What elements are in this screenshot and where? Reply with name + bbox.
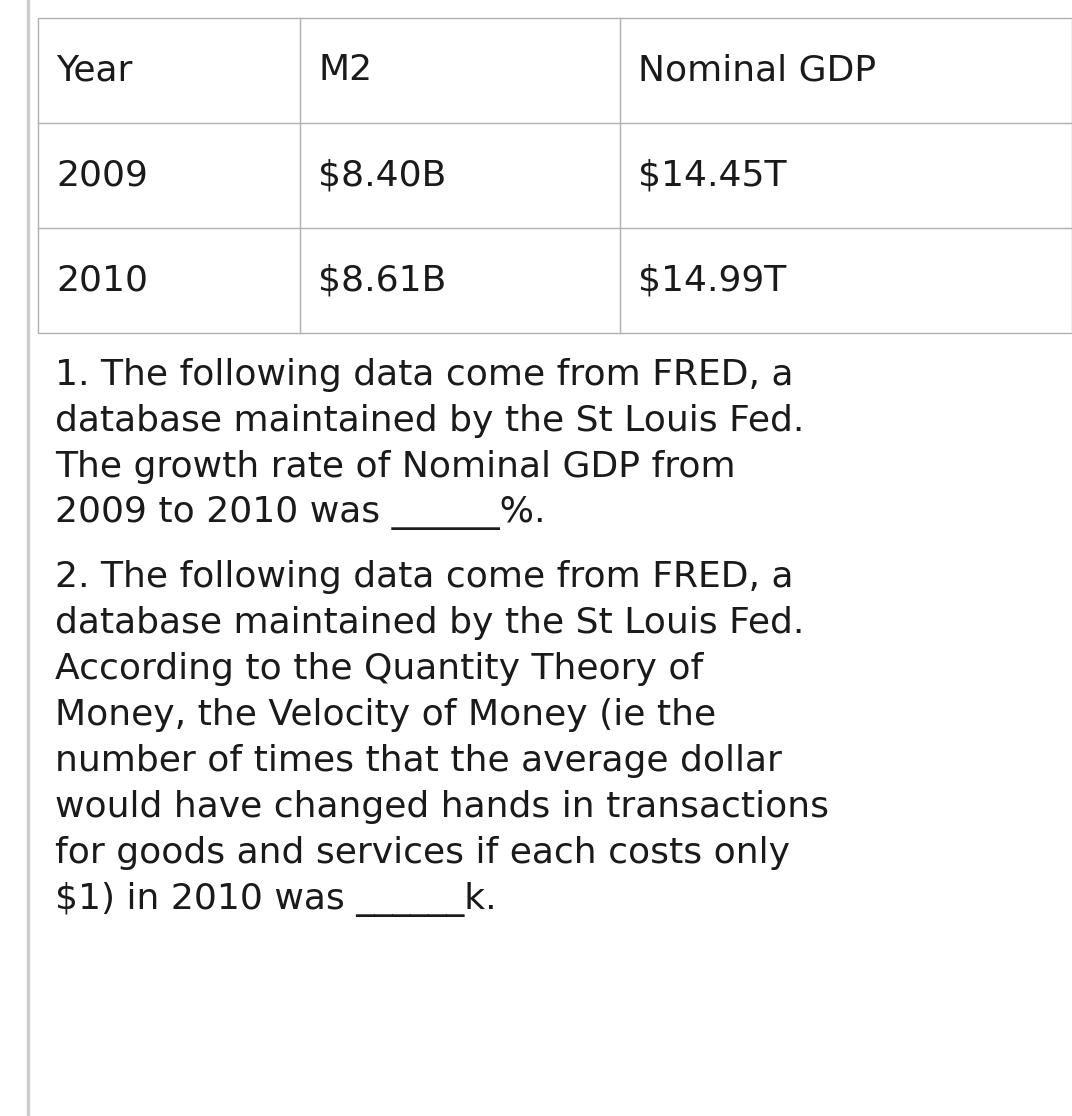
Text: $1) in 2010 was ______k.: $1) in 2010 was ______k. [55, 882, 496, 917]
Text: database maintained by the St Louis Fed.: database maintained by the St Louis Fed. [55, 404, 804, 437]
Text: database maintained by the St Louis Fed.: database maintained by the St Louis Fed. [55, 606, 804, 639]
Text: M2: M2 [318, 54, 372, 87]
Text: 2. The following data come from FRED, a: 2. The following data come from FRED, a [55, 560, 793, 594]
Text: Money, the Velocity of Money (ie the: Money, the Velocity of Money (ie the [55, 698, 716, 732]
Text: According to the Quantity Theory of: According to the Quantity Theory of [55, 652, 703, 686]
Text: $8.40B: $8.40B [318, 158, 446, 192]
Text: 1. The following data come from FRED, a: 1. The following data come from FRED, a [55, 358, 793, 392]
Text: Nominal GDP: Nominal GDP [638, 54, 876, 87]
Text: Year: Year [56, 54, 132, 87]
Bar [38, 18, 1072, 333]
Text: 2010: 2010 [56, 263, 148, 298]
Text: for goods and services if each costs only: for goods and services if each costs onl… [55, 836, 790, 870]
Text: $14.45T: $14.45T [638, 158, 787, 192]
Text: The growth rate of Nominal GDP from: The growth rate of Nominal GDP from [55, 450, 735, 484]
Text: $14.99T: $14.99T [638, 263, 786, 298]
Text: number of times that the average dollar: number of times that the average dollar [55, 744, 781, 778]
Text: would have changed hands in transactions: would have changed hands in transactions [55, 790, 829, 824]
Text: 2009: 2009 [56, 158, 148, 192]
Text: 2009 to 2010 was ______%.: 2009 to 2010 was ______%. [55, 496, 546, 530]
Text: $8.61B: $8.61B [318, 263, 446, 298]
